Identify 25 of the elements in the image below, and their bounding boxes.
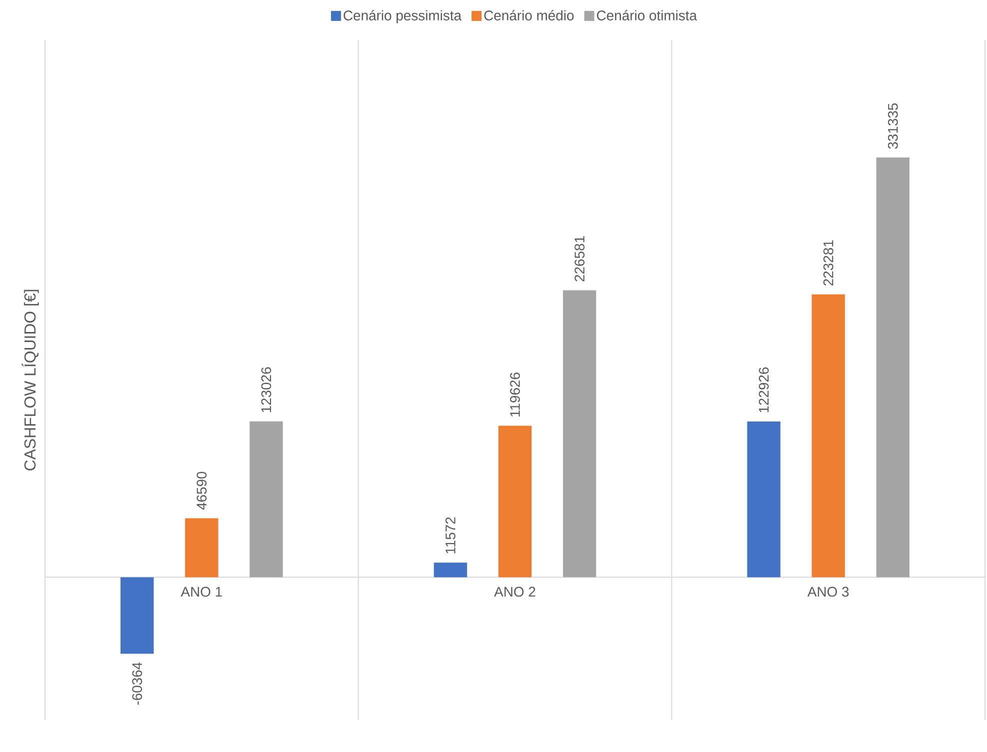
bar	[876, 158, 910, 578]
bar	[185, 518, 218, 578]
bar	[250, 421, 283, 578]
data-label: 119626	[510, 372, 520, 416]
data-label: 331335	[888, 103, 898, 149]
x-tick-label: ANO 1	[180, 586, 222, 597]
bar	[120, 577, 154, 654]
bar	[562, 290, 596, 578]
legend-label: Cenário médio	[484, 10, 574, 20]
data-label: 122926	[758, 367, 769, 412]
legend-label: Cenário pessimista	[344, 10, 462, 24]
data-label: 123026	[261, 367, 272, 412]
legend-label: Cenário otimista	[596, 10, 698, 20]
bar	[498, 426, 532, 578]
data-label: -60364	[132, 662, 142, 705]
data-label: 223281	[823, 240, 834, 286]
y-axis-title: CASHFLOW LÍQUIDO [€]	[22, 290, 39, 470]
x-tick-label: ANO 3	[807, 586, 849, 597]
data-label: 11572	[446, 517, 456, 554]
data-label: 226581	[574, 236, 584, 282]
bar	[812, 294, 845, 578]
bar	[434, 562, 468, 578]
data-label: 46590	[196, 472, 207, 510]
x-tick-label: ANO 2	[494, 586, 536, 597]
bar	[747, 422, 780, 578]
